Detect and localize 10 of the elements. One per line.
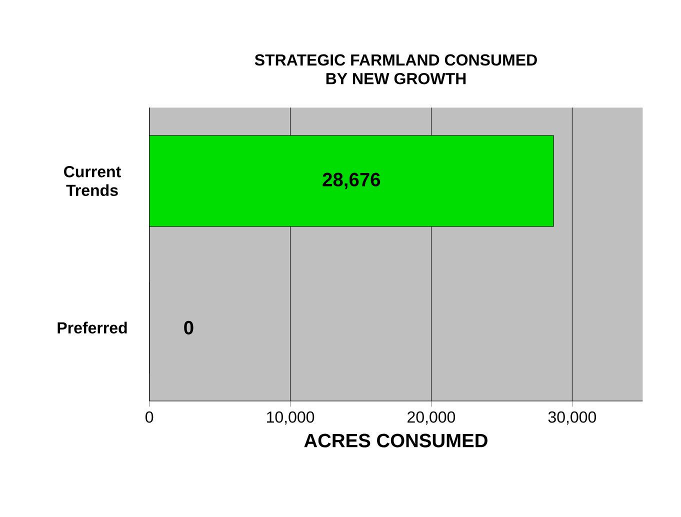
y-tick-label: Preferred <box>58 322 127 334</box>
data-label: 28,676 <box>322 172 380 190</box>
chart-title: STRATEGIC FARMLAND CONSUMED BY NEW GROWTH <box>254 54 537 84</box>
x-tick-label: 0 <box>146 411 154 423</box>
x-axis-title: ACRES CONSUMED <box>304 434 488 448</box>
y-tick-label: Current Trends <box>64 166 121 196</box>
x-tick-label: 10,000 <box>267 411 314 425</box>
x-tick-label: 20,000 <box>408 411 456 425</box>
x-tick-label: 30,000 <box>548 411 596 425</box>
data-label: 0 <box>184 320 194 334</box>
